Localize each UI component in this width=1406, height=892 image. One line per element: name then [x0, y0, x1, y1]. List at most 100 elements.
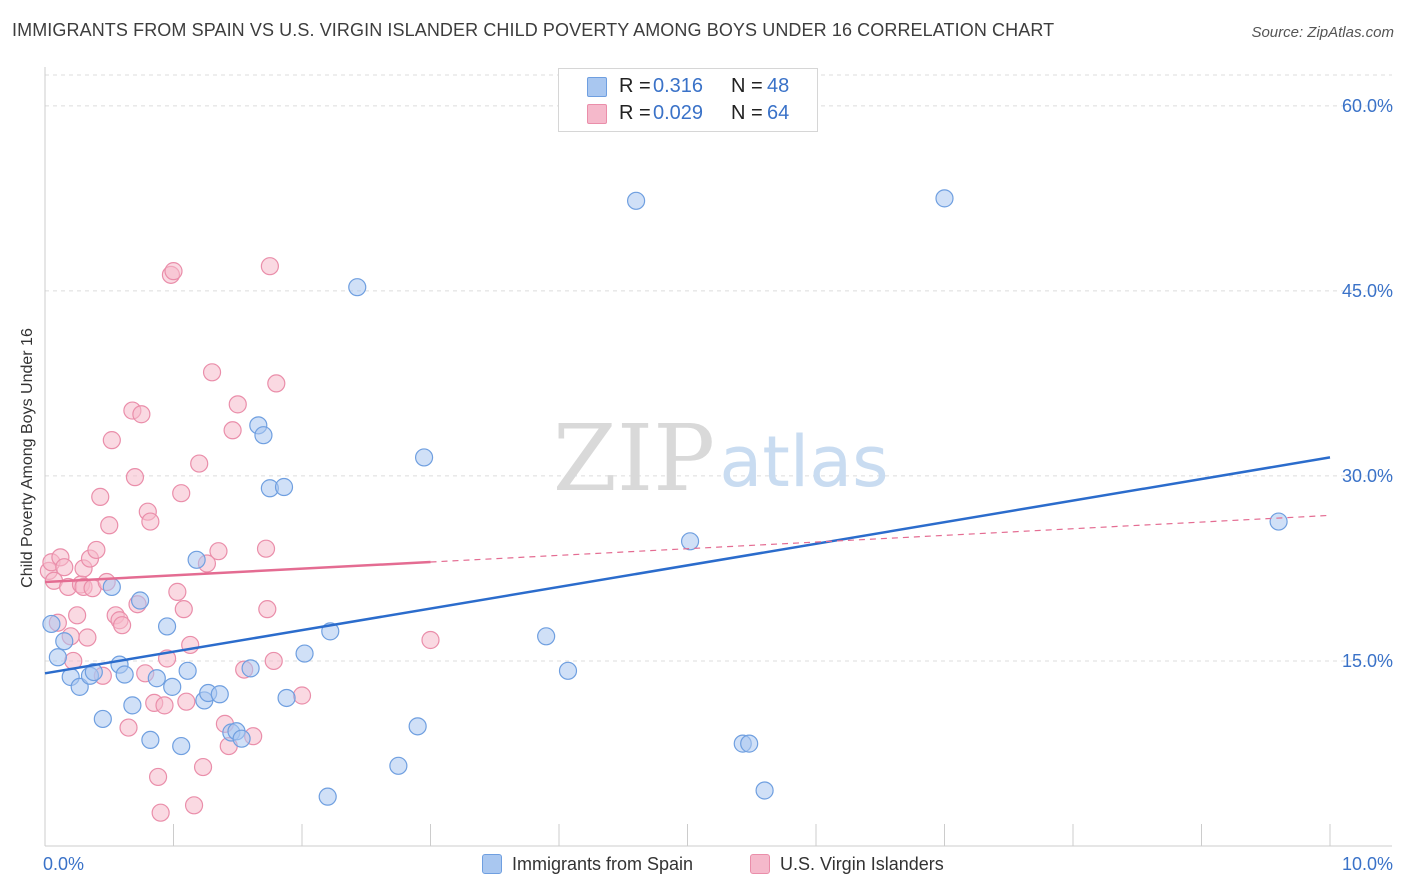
pink-data-point — [223, 421, 242, 440]
blue-data-point — [123, 696, 142, 715]
blue-data-point — [389, 756, 408, 775]
x-tick-label: 0.0% — [43, 854, 84, 874]
blue-data-point — [408, 717, 427, 736]
blue-data-point — [414, 448, 434, 467]
blue-data-point — [755, 781, 774, 800]
pink-data-point — [78, 628, 97, 647]
blue-data-point — [147, 669, 166, 688]
blue-data-point — [274, 477, 294, 497]
legend-blue-swatch-icon — [482, 854, 502, 874]
pink-data-point — [172, 484, 191, 503]
trend-lines — [44, 456, 1331, 675]
blue-data-point — [163, 677, 182, 696]
pink-n-value: 64 — [767, 102, 790, 124]
blue-data-point — [48, 648, 67, 667]
blue-data-point — [680, 532, 700, 551]
pink-swatch-icon — [587, 104, 607, 124]
blue-data-point — [318, 787, 337, 806]
blue-data-point — [348, 278, 367, 297]
pink-data-point — [258, 600, 277, 619]
blue-data-point — [42, 614, 61, 634]
pink-data-point — [55, 558, 74, 577]
blue-data-point — [254, 426, 273, 445]
pink-data-point — [190, 454, 209, 473]
blue-data-point — [277, 688, 296, 708]
legend-blue-label: Immigrants from Spain — [512, 854, 694, 874]
blue-data-point — [210, 685, 229, 704]
chart-title: IMMIGRANTS FROM SPAIN VS U.S. VIRGIN ISL… — [12, 20, 1055, 40]
blue-data-point — [558, 661, 578, 680]
y-tick-label: 60.0% — [1342, 96, 1393, 116]
y-tick-label: 30.0% — [1342, 466, 1393, 486]
legend-pink-swatch-icon — [750, 854, 770, 874]
y-tick-label: 45.0% — [1342, 281, 1393, 301]
pink-data-point — [119, 718, 138, 737]
blue-data-point — [130, 591, 150, 610]
blue-data-point — [187, 550, 206, 569]
blue-data-point — [295, 644, 314, 663]
blue-data-point — [102, 577, 121, 597]
blue-r-value: 0.316 — [653, 75, 704, 97]
pink-n-label: N = — [731, 102, 763, 124]
pink-data-point — [168, 582, 187, 601]
pink-r-value: 0.029 — [653, 102, 704, 124]
axes — [44, 67, 1392, 847]
pink-r-label: R = — [619, 102, 651, 124]
blue-data-point — [84, 662, 103, 682]
blue-data-point — [537, 627, 556, 646]
pink-data-point — [102, 431, 121, 450]
blue-data-point — [115, 665, 134, 684]
blue-data-point — [141, 730, 160, 750]
blue-data-point — [70, 677, 89, 696]
pink-data-point — [151, 803, 170, 822]
blue-trend-line — [44, 456, 1331, 675]
pink-data-point — [209, 542, 228, 561]
grid-lines — [45, 74, 1392, 662]
pink-data-point — [155, 696, 174, 715]
pink-data-point — [132, 405, 151, 424]
blue-r-label: R = — [619, 75, 651, 97]
blue-data-point — [935, 189, 954, 208]
pink-data-point — [228, 395, 247, 414]
pink-data-point — [264, 651, 283, 671]
blue-data-point — [241, 659, 260, 678]
blue-data-point — [232, 729, 251, 748]
source-label: Source: ZipAtlas.com — [1251, 24, 1394, 41]
pink-series-points — [39, 257, 440, 822]
pink-data-point — [174, 600, 193, 619]
pink-trend-line-dashed — [430, 514, 1331, 563]
watermark-atlas: atlas — [719, 421, 888, 503]
blue-data-point — [157, 617, 177, 636]
blue-n-label: N = — [731, 75, 763, 97]
y-tick-label: 15.0% — [1342, 651, 1393, 671]
pink-data-point — [193, 757, 213, 777]
pink-data-point — [260, 257, 279, 276]
pink-data-point — [177, 692, 196, 711]
pink-data-point — [87, 540, 106, 560]
pink-data-point — [100, 516, 119, 535]
legend-pink-label: U.S. Virgin Islanders — [780, 854, 944, 874]
x-tick-label: 10.0% — [1342, 854, 1393, 874]
blue-data-point — [55, 632, 74, 651]
y-tick-labels: 15.0% 30.0% 45.0% 60.0% — [1342, 96, 1393, 671]
pink-data-point — [256, 539, 276, 558]
pink-data-point — [141, 512, 160, 531]
blue-data-point — [178, 661, 197, 680]
correlation-stats-box: R = 0.316 N = 48 R = 0.029 N = 64 — [558, 68, 818, 132]
pink-data-point — [91, 487, 110, 506]
blue-swatch-icon — [587, 77, 607, 97]
pink-data-point — [125, 468, 145, 487]
watermark: ZIP atlas — [553, 405, 889, 512]
pink-data-point — [112, 616, 132, 635]
x-tick-labels: 0.0% 10.0% — [43, 854, 1393, 874]
pink-data-point — [267, 374, 286, 393]
pink-data-point — [148, 767, 168, 787]
blue-data-point — [172, 736, 191, 756]
blue-data-point — [93, 709, 112, 729]
blue-n-value: 48 — [767, 75, 790, 97]
blue-data-point — [1269, 512, 1288, 531]
blue-data-point — [626, 191, 646, 210]
pink-trend-line — [44, 560, 431, 584]
pink-data-point — [68, 606, 87, 625]
